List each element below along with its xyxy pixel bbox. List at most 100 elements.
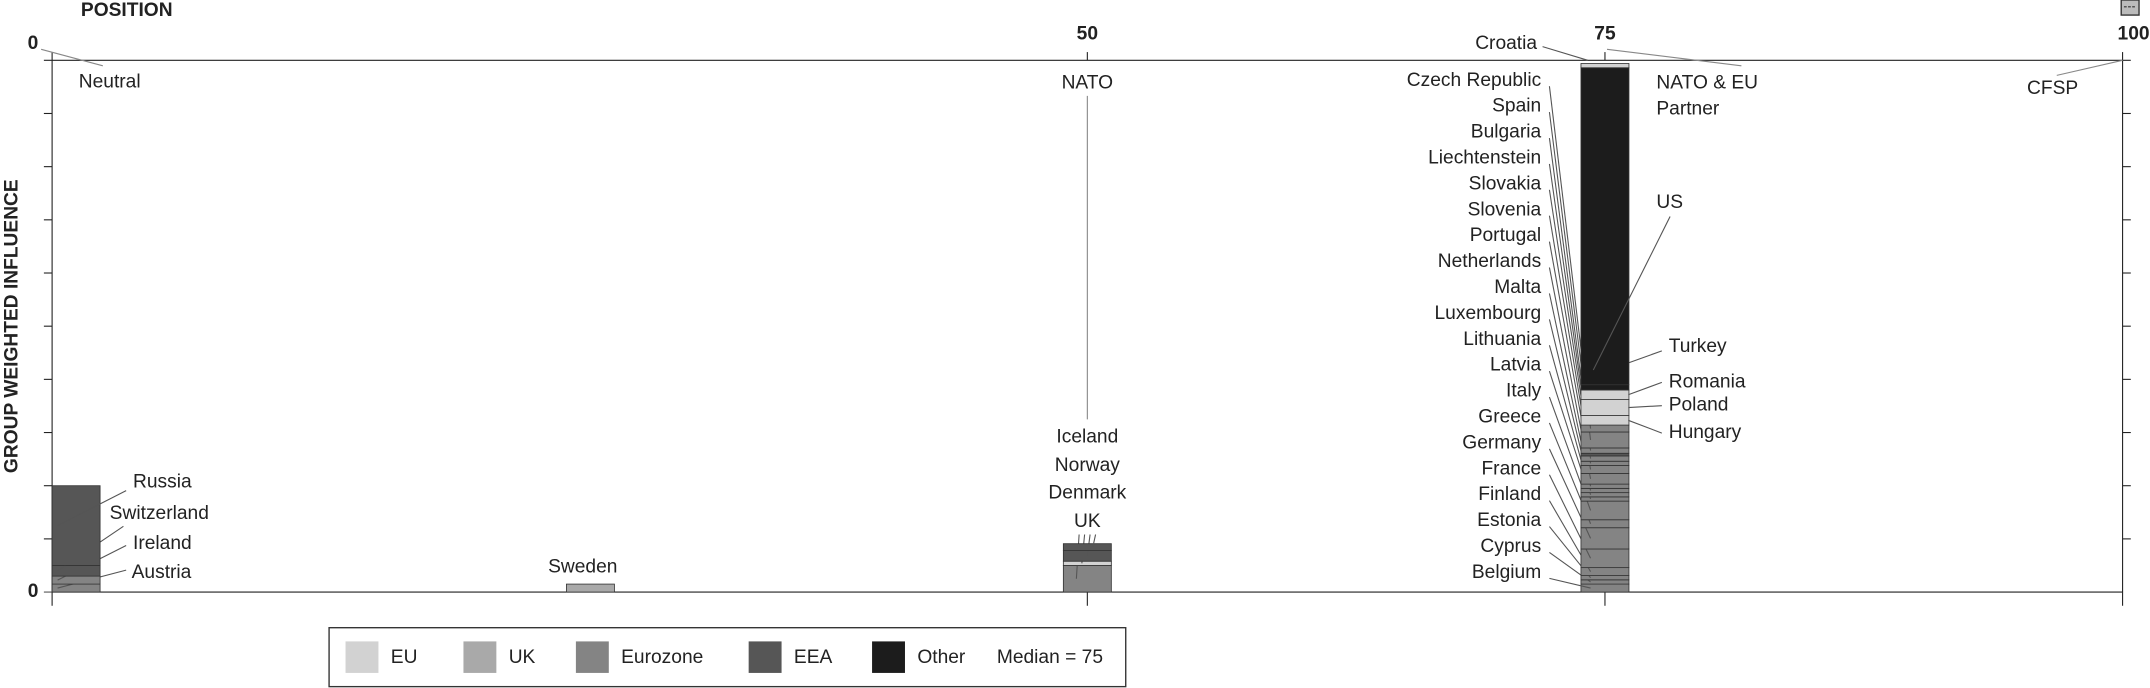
label-leader — [1628, 419, 1663, 434]
bar-segment — [1580, 399, 1630, 416]
country-label: Norway — [1055, 455, 1120, 476]
legend-swatch — [748, 641, 782, 673]
country-label: Croatia — [1475, 33, 1537, 54]
country-label: Russia — [133, 471, 192, 492]
label-leader — [1549, 577, 1591, 589]
x-axis-label: POSITION — [81, 0, 173, 21]
bar-segment — [1580, 63, 1630, 69]
legend-label: Other — [917, 647, 966, 668]
bar-segment — [1580, 527, 1630, 550]
bar-segment — [1580, 384, 1630, 391]
country-label: UK — [1074, 511, 1101, 532]
bar-segment — [1580, 415, 1630, 426]
legend-label: EEA — [794, 647, 833, 668]
bar-segment — [1062, 543, 1112, 551]
group-annotation: Neutral — [79, 71, 141, 92]
bar-segment — [1580, 473, 1630, 485]
annotation-leader — [40, 48, 103, 67]
x-tick-label: 0 — [28, 33, 39, 54]
label-leader — [1592, 216, 1671, 371]
country-label: Hungary — [1669, 422, 1742, 443]
bar-segment — [1062, 560, 1112, 566]
country-label: Greece — [1478, 407, 1541, 428]
y-axis-label: GROUP WEIGHTED INFLUENCE — [1, 179, 22, 473]
label-leader — [57, 490, 127, 527]
country-label: Slovenia — [1468, 199, 1542, 220]
group-annotation: CFSP — [2027, 78, 2078, 99]
label-leader — [1092, 534, 1097, 548]
country-label: Netherlands — [1438, 251, 1541, 272]
country-label: Belgium — [1472, 562, 1541, 583]
country-label: Finland — [1478, 484, 1541, 505]
legend-swatch — [872, 641, 905, 673]
corner-icon — [2120, 0, 2140, 16]
country-label: Latvia — [1490, 355, 1542, 376]
annotation-leader — [2056, 59, 2123, 76]
country-label: Slovakia — [1469, 173, 1542, 194]
country-label: Romania — [1669, 371, 1746, 392]
legend-box — [328, 627, 1127, 688]
x-tick-label: 75 — [1594, 23, 1616, 44]
label-leader — [1542, 46, 1588, 61]
legend-swatch — [575, 641, 609, 673]
label-leader — [1628, 381, 1663, 396]
bar-segment — [1580, 67, 1630, 386]
bar-segment — [1580, 583, 1630, 593]
country-label: Estonia — [1477, 510, 1541, 531]
y-tick-label: 0 — [28, 581, 39, 602]
country-label: Poland — [1669, 395, 1729, 416]
bar-segment — [1580, 487, 1630, 494]
bar-segment — [1580, 455, 1630, 462]
country-label: Ireland — [133, 533, 192, 554]
x-tick-label: 50 — [1077, 23, 1098, 44]
bar-segment — [51, 565, 101, 577]
country-label: Bulgaria — [1471, 122, 1542, 143]
bar-segment — [566, 583, 615, 593]
plot-area: 0 0 50 75 100 Neutral NATO NATO & EU Partner CFSP… — [28, 23, 2150, 606]
country-label: Cyprus — [1480, 536, 1541, 557]
country-label: Switzerland — [110, 503, 209, 524]
x-tick-label: 100 — [2118, 23, 2150, 44]
label-leader — [1628, 405, 1662, 409]
bar-segment — [1580, 548, 1630, 569]
country-label: Czech Republic — [1407, 70, 1542, 91]
annotation-leader — [1606, 48, 1742, 67]
country-label: France — [1481, 458, 1541, 479]
legend-label: UK — [509, 647, 536, 668]
bar-segment — [1580, 460, 1630, 466]
bar-segment — [1580, 483, 1630, 489]
bar-segment — [1580, 567, 1630, 576]
bar-segment — [51, 575, 101, 585]
country-label: Spain — [1492, 96, 1541, 117]
country-label: Denmark — [1048, 482, 1126, 503]
legend-swatch — [345, 641, 379, 673]
bar-segment — [1580, 424, 1630, 433]
country-label: Italy — [1506, 381, 1542, 402]
bar-segment — [1580, 575, 1630, 581]
country-label: Lithuania — [1463, 329, 1541, 350]
bar-segment — [1580, 431, 1630, 449]
legend-label: Eurozone — [621, 647, 703, 668]
median-label: Median = 75 — [997, 647, 1103, 668]
bar-segment — [1580, 496, 1630, 502]
country-label: Sweden — [548, 556, 617, 577]
country-label: Malta — [1494, 277, 1541, 298]
country-label: Luxembourg — [1435, 303, 1542, 324]
country-label: Liechtenstein — [1428, 147, 1541, 168]
country-label: US — [1656, 192, 1683, 213]
legend-swatch — [463, 641, 497, 673]
bar-segment — [1580, 389, 1630, 400]
bar-segment — [1580, 447, 1630, 454]
country-label: Austria — [132, 562, 192, 583]
bar-segment — [1062, 565, 1112, 593]
country-label: Turkey — [1669, 336, 1727, 357]
bar-segment — [1580, 465, 1630, 474]
group-annotation: Partner — [1656, 99, 1720, 120]
bar-segment — [1580, 519, 1630, 529]
country-label: Germany — [1462, 432, 1541, 453]
legend: EU UK Eurozone EEA Other Median = 75 — [328, 627, 1127, 688]
bar-segment — [1580, 492, 1630, 498]
group-annotation: NATO — [1062, 73, 1114, 94]
